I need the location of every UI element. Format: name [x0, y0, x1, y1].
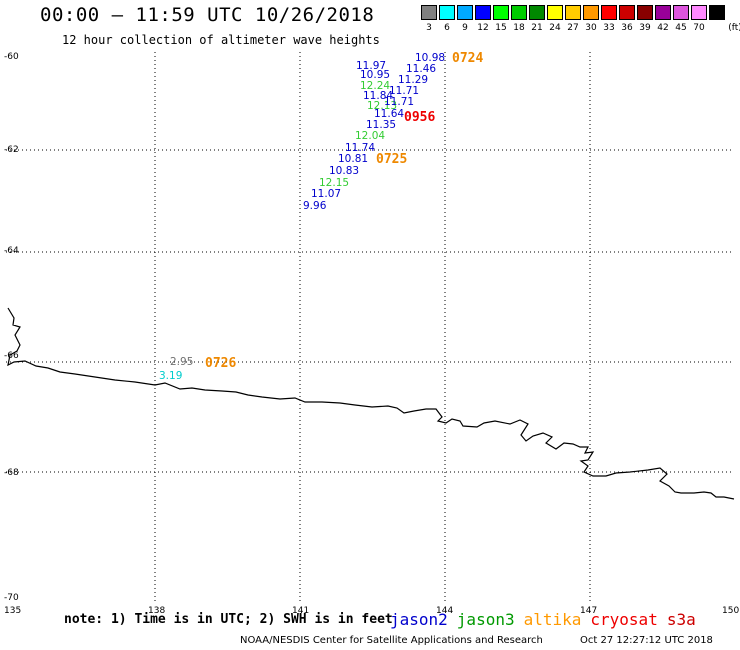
wave-height-value: 10.98	[415, 52, 445, 64]
pass-time-label: 0956	[404, 110, 435, 125]
page-subtitle: 12 hour collection of altimeter wave hei…	[62, 33, 380, 47]
wave-height-value: 10.95	[360, 69, 390, 81]
pass-time-labels: 0724 0956 0725 0726	[205, 51, 483, 371]
wave-height-value: 3.19	[159, 370, 182, 382]
scale-label: 42	[657, 23, 669, 33]
pass-time-label: 0726	[205, 356, 236, 371]
wave-height-value: 10.81	[338, 153, 368, 165]
wave-height-value: 11.74	[345, 142, 375, 154]
scale-swatch	[673, 5, 689, 20]
wave-height-value: 12.24	[360, 80, 390, 92]
wave-height-value: 11.71	[384, 96, 414, 108]
longitude-label: 147	[580, 606, 597, 616]
longitude-label: 138	[148, 606, 165, 616]
map-grid	[6, 52, 734, 603]
scale-label: 36	[621, 23, 633, 33]
coastline	[7, 307, 735, 500]
legend-item-cryosat: cryosat	[590, 610, 658, 629]
scale-label: 39	[639, 23, 651, 33]
longitude-label: 144	[436, 606, 453, 616]
scale-label: 15	[495, 23, 507, 33]
scale-swatch	[619, 5, 635, 20]
footnote: note: 1) Time is in UTC; 2) SWH is in fe…	[64, 612, 393, 627]
latitude-labels: -60 -62 -64 -66 -68 -70	[4, 52, 19, 603]
scale-label: 24	[549, 23, 561, 33]
latitude-label: -66	[4, 351, 19, 361]
wave-height-value: 11.97	[356, 60, 386, 72]
wave-height-values: 10.98 11.97 11.46 10.95 11.29 12.2411.8411.71…	[159, 52, 445, 382]
scale-swatch	[565, 5, 581, 20]
scale-swatch	[457, 5, 473, 20]
scale-label: 21	[531, 23, 543, 33]
latitude-label: -60	[4, 52, 19, 62]
scale-label: 12	[477, 23, 489, 33]
scale-swatch	[601, 5, 617, 20]
scale-swatch	[511, 5, 527, 20]
scale-label: 18	[513, 23, 525, 33]
scale-label: 70	[693, 23, 705, 33]
scale-label: 27	[567, 23, 579, 33]
wave-height-value: 12.04	[355, 130, 385, 142]
scale-label: 9	[462, 23, 468, 33]
longitude-label: 135	[4, 606, 21, 616]
wave-height-value: 11.71	[389, 85, 419, 97]
scale-unit: (ft)	[728, 23, 740, 33]
longitude-label: 141	[292, 606, 309, 616]
scale-swatch	[655, 5, 671, 20]
longitude-labels: 135 138 141 144 147 150	[4, 606, 739, 616]
scale-label: 45	[675, 23, 687, 33]
satellite-legend: jason2 jason3 altika cryosat s3a	[390, 610, 705, 629]
wave-height-value: 11.84	[363, 90, 393, 102]
wave-height-value: 2.95	[170, 356, 193, 368]
scale-swatch	[637, 5, 653, 20]
longitude-label: 150	[722, 606, 739, 616]
scale-swatch	[493, 5, 509, 20]
wave-height-value: 11.64	[374, 108, 404, 120]
scale-label: 33	[603, 23, 615, 33]
legend-item-altika: altika	[523, 610, 582, 629]
latitude-label: -68	[4, 468, 19, 478]
latitude-label: -62	[4, 145, 19, 155]
generated-timestamp: Oct 27 12:27:12 UTC 2018	[580, 635, 713, 646]
latitude-label: -64	[4, 246, 19, 256]
wave-height-value: 9.96	[303, 200, 327, 212]
wave-height-value: 11.29	[398, 74, 428, 86]
wave-height-value: 10.83	[329, 165, 359, 177]
scale-label: 6	[444, 23, 450, 33]
pass-time-label: 0725	[376, 152, 407, 167]
scale-swatch	[421, 5, 437, 20]
scale-swatch	[583, 5, 599, 20]
legend-item-s3a: s3a	[666, 610, 696, 629]
legend-item-jason2: jason2	[390, 610, 448, 629]
scale-swatch	[547, 5, 563, 20]
scale-swatch	[439, 5, 455, 20]
scale-swatch	[529, 5, 545, 20]
page-title: 00:00 – 11:59 UTC 10/26/2018	[40, 4, 375, 26]
credit-line: NOAA/NESDIS Center for Satellite Applica…	[240, 635, 543, 646]
latitude-label: -70	[4, 593, 19, 603]
scale-swatch	[709, 5, 725, 20]
scale-swatch	[691, 5, 707, 20]
wave-height-value: 11.07	[311, 188, 341, 200]
scale-label: 30	[585, 23, 597, 33]
wave-height-value: 11.46	[406, 63, 436, 75]
wave-height-value: 11.35	[366, 119, 396, 131]
wave-height-value: 12.13	[367, 100, 397, 112]
pass-time-label: 0724	[452, 51, 483, 66]
wave-height-value: 12.15	[319, 177, 349, 189]
scale-swatch	[475, 5, 491, 20]
legend-item-jason3: jason3	[456, 610, 515, 629]
scale-label: 3	[426, 23, 432, 33]
